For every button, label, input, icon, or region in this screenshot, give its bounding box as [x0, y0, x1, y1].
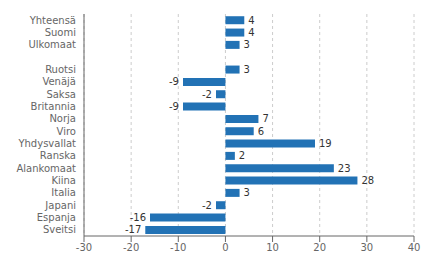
svg-text:Saksa: Saksa — [46, 89, 76, 100]
svg-text:7: 7 — [262, 113, 268, 124]
svg-text:3: 3 — [244, 39, 250, 50]
svg-text:-17: -17 — [125, 224, 141, 235]
svg-text:28: 28 — [361, 175, 374, 186]
svg-text:-10: -10 — [170, 242, 186, 253]
svg-text:20: 20 — [313, 242, 326, 253]
svg-text:10: 10 — [266, 242, 279, 253]
svg-text:3: 3 — [244, 64, 250, 75]
svg-text:4: 4 — [248, 15, 254, 26]
svg-text:Italia: Italia — [51, 187, 76, 198]
svg-text:6: 6 — [258, 126, 264, 137]
svg-text:30: 30 — [360, 242, 373, 253]
svg-text:Yhdysvallat: Yhdysvallat — [17, 138, 76, 149]
svg-text:Kiina: Kiina — [51, 175, 76, 186]
svg-text:Venäjä: Venäjä — [42, 76, 76, 87]
svg-text:Viro: Viro — [57, 126, 76, 137]
svg-text:-2: -2 — [202, 89, 212, 100]
svg-text:-9: -9 — [169, 76, 179, 87]
svg-text:40: 40 — [408, 242, 421, 253]
svg-text:Suomi: Suomi — [45, 27, 76, 38]
svg-text:2: 2 — [239, 150, 245, 161]
svg-text:0: 0 — [222, 242, 228, 253]
svg-text:Ranska: Ranska — [40, 150, 76, 161]
svg-text:-16: -16 — [130, 212, 146, 223]
svg-text:Yhteensä: Yhteensä — [29, 15, 76, 26]
svg-text:Norja: Norja — [49, 113, 76, 124]
svg-text:Ulkomaat: Ulkomaat — [28, 39, 76, 50]
svg-text:4: 4 — [248, 27, 254, 38]
svg-text:Alankomaat: Alankomaat — [16, 163, 76, 174]
svg-text:Japani: Japani — [44, 200, 76, 211]
svg-text:23: 23 — [338, 163, 351, 174]
svg-text:-30: -30 — [76, 242, 92, 253]
svg-text:Britannia: Britannia — [31, 101, 76, 112]
svg-text:-2: -2 — [202, 200, 212, 211]
svg-text:-9: -9 — [169, 101, 179, 112]
svg-text:3: 3 — [244, 187, 250, 198]
svg-text:Espanja: Espanja — [37, 212, 76, 223]
svg-text:-20: -20 — [123, 242, 139, 253]
svg-text:19: 19 — [319, 138, 332, 149]
svg-text:Sveitsi: Sveitsi — [43, 224, 76, 235]
svg-text:Ruotsi: Ruotsi — [45, 64, 76, 75]
